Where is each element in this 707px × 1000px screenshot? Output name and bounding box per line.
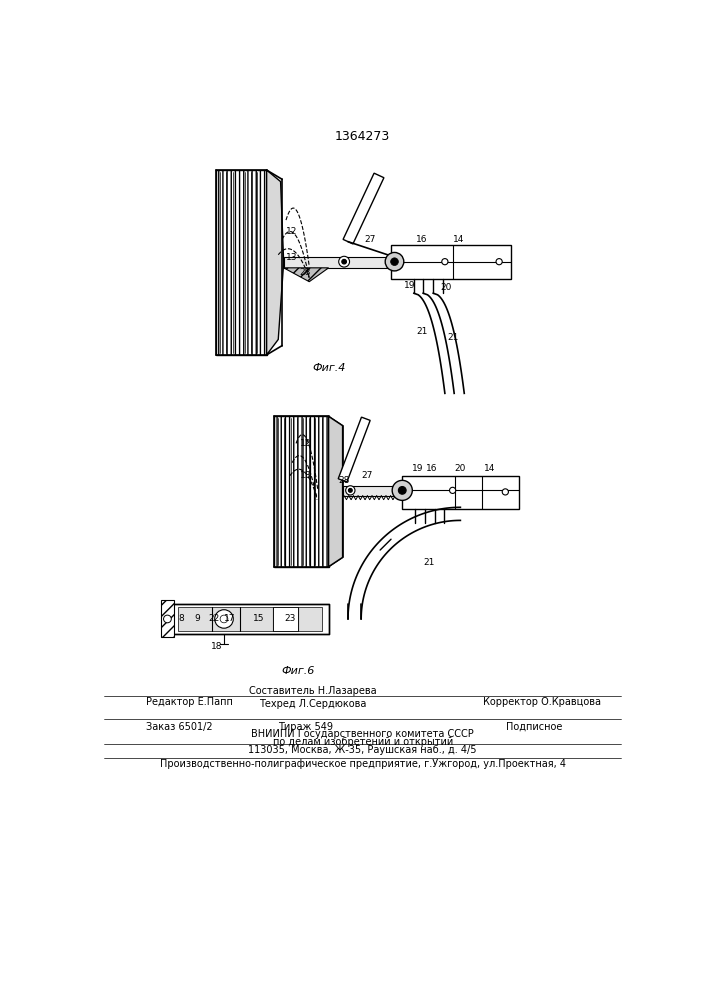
Circle shape: [163, 615, 171, 623]
Circle shape: [349, 488, 352, 492]
Text: 20: 20: [440, 283, 452, 292]
Circle shape: [346, 486, 355, 495]
Circle shape: [502, 489, 508, 495]
Circle shape: [339, 256, 349, 267]
Text: 19: 19: [412, 464, 423, 473]
Text: 21: 21: [416, 327, 427, 336]
Text: 21: 21: [423, 558, 435, 567]
Text: 14: 14: [484, 464, 496, 473]
Bar: [273, 607, 298, 631]
Polygon shape: [267, 170, 284, 355]
Polygon shape: [329, 416, 343, 567]
Text: Фиг.4: Фиг.4: [312, 363, 345, 373]
Circle shape: [391, 258, 398, 266]
Text: 17: 17: [223, 614, 235, 623]
Bar: [343, 486, 402, 496]
Circle shape: [496, 259, 502, 265]
Text: 28: 28: [300, 268, 311, 277]
Text: Редактор Е.Папп: Редактор Е.Папп: [146, 697, 233, 707]
Bar: [172, 604, 329, 634]
Text: 22: 22: [209, 614, 220, 623]
Circle shape: [385, 252, 404, 271]
Circle shape: [220, 615, 228, 623]
Polygon shape: [343, 173, 384, 244]
Text: Техред Л.Сердюкова: Техред Л.Сердюкова: [259, 699, 367, 709]
Text: 14: 14: [453, 235, 464, 244]
Bar: [284, 257, 395, 268]
Text: Корректор О.Кравцова: Корректор О.Кравцова: [483, 697, 601, 707]
Bar: [402, 476, 518, 509]
Text: 15: 15: [253, 614, 264, 623]
Polygon shape: [216, 170, 267, 355]
Text: по делам изобретений и открытий: по делам изобретений и открытий: [273, 737, 453, 747]
Text: Подписное: Подписное: [506, 722, 562, 732]
Circle shape: [341, 259, 346, 264]
Text: 23: 23: [284, 614, 296, 623]
Bar: [178, 607, 322, 631]
Text: Составитель Н.Лазарева: Составитель Н.Лазарева: [250, 686, 377, 696]
Text: 28: 28: [339, 476, 350, 485]
Text: Тираж 549: Тираж 549: [278, 722, 333, 732]
Text: 113035, Москва, Ж-35, Раушская наб., д. 4/5: 113035, Москва, Ж-35, Раушская наб., д. …: [248, 745, 477, 755]
Text: 21: 21: [447, 333, 458, 342]
Text: ВНИИПИ Государственного комитета СССР: ВНИИПИ Государственного комитета СССР: [252, 729, 474, 739]
Text: 12: 12: [300, 439, 311, 448]
Circle shape: [392, 480, 412, 500]
Text: 27: 27: [364, 235, 375, 244]
Bar: [161, 600, 174, 637]
Text: 20: 20: [455, 464, 466, 473]
Text: 16: 16: [416, 235, 427, 244]
Text: 13: 13: [300, 471, 311, 480]
Text: 27: 27: [362, 471, 373, 480]
Text: Фиг.6: Фиг.6: [281, 666, 315, 676]
Text: Производственно-полиграфическое предприятие, г.Ужгород, ул.Проектная, 4: Производственно-полиграфическое предприя…: [160, 759, 566, 769]
Polygon shape: [274, 416, 329, 567]
Text: 16: 16: [426, 464, 438, 473]
Text: 1364273: 1364273: [335, 130, 390, 143]
Text: 18: 18: [211, 642, 222, 651]
Circle shape: [398, 487, 406, 494]
Bar: [391, 245, 510, 279]
Polygon shape: [284, 268, 329, 282]
Circle shape: [442, 259, 448, 265]
Text: 12: 12: [286, 227, 297, 236]
Text: 19: 19: [404, 281, 415, 290]
Circle shape: [215, 610, 233, 628]
Text: 8: 8: [178, 614, 185, 623]
Circle shape: [450, 487, 456, 493]
Text: Заказ 6501/2: Заказ 6501/2: [146, 722, 213, 732]
Polygon shape: [338, 417, 370, 482]
Text: 13: 13: [286, 253, 297, 262]
Text: 9: 9: [194, 614, 200, 623]
